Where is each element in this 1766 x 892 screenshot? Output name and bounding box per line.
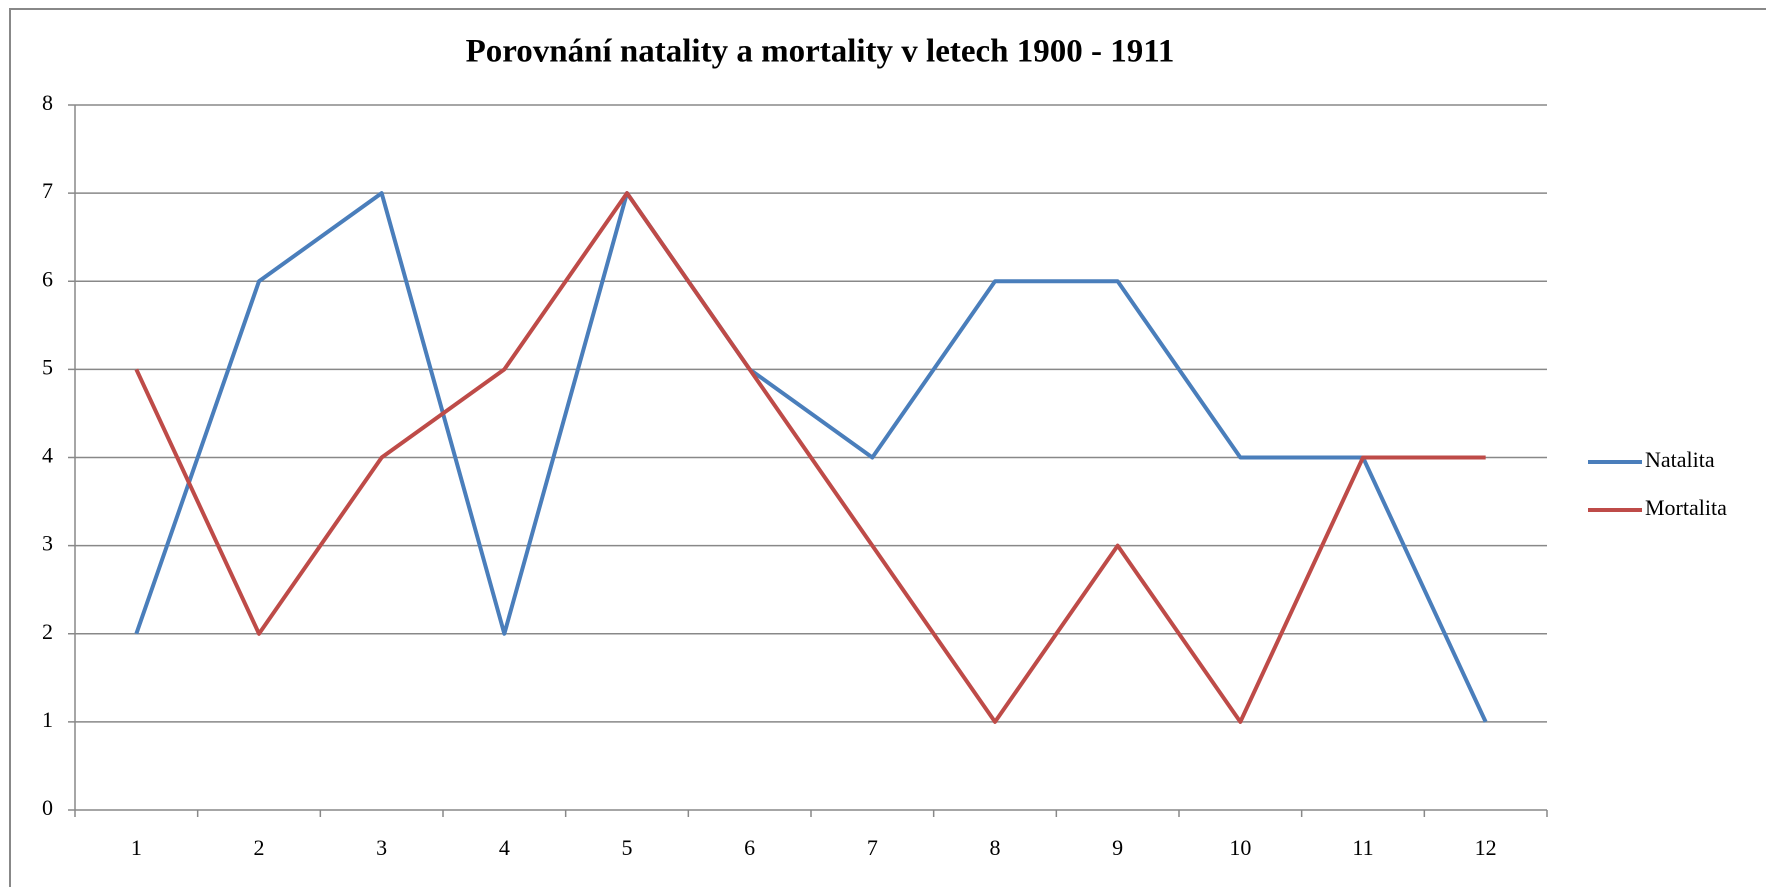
y-tick-label: 2 (42, 619, 53, 644)
x-tick-label: 12 (1475, 835, 1497, 860)
x-tick-label: 4 (499, 835, 510, 860)
x-tick-label: 2 (254, 835, 265, 860)
y-tick-label: 6 (42, 266, 53, 291)
y-tick-label: 8 (42, 90, 53, 115)
x-tick-label: 11 (1352, 835, 1373, 860)
chart-title: Porovnání natality a mortality v letech … (466, 34, 1175, 70)
series-line (134, 191, 1486, 724)
x-tick-label: 5 (622, 835, 633, 860)
x-tick-label: 3 (376, 835, 387, 860)
x-tick-label: 6 (744, 835, 755, 860)
chart-border (9, 8, 1766, 892)
legend-label: Mortalita (1645, 495, 1727, 520)
legend-label: Natalita (1645, 447, 1715, 472)
y-tick-label: 1 (42, 707, 53, 732)
series-line (134, 191, 1488, 723)
x-tick-label: 9 (1112, 835, 1123, 860)
x-tick-label: 7 (867, 835, 878, 860)
y-tick-label: 5 (42, 354, 53, 379)
y-tick-label: 4 (42, 443, 53, 468)
x-tick-label: 10 (1229, 835, 1251, 860)
y-tick-label: 3 (42, 531, 53, 556)
x-tick-label: 8 (990, 835, 1001, 860)
y-tick-label: 7 (42, 178, 53, 203)
y-tick-label: 0 (42, 795, 53, 820)
x-tick-label: 1 (131, 835, 142, 860)
